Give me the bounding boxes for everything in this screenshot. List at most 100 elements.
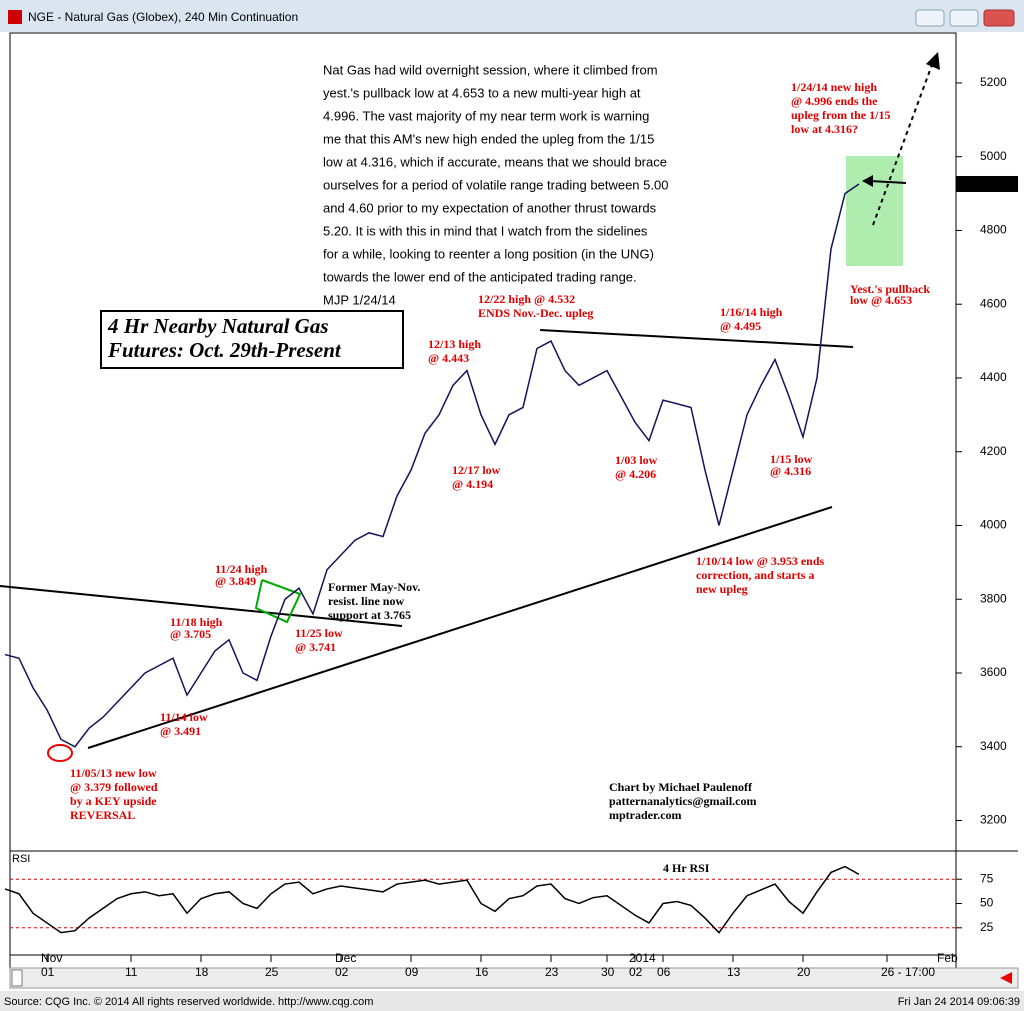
y-tick-label: 4200 [980,444,1007,458]
x-tick-label: 16 [475,965,489,979]
title-bar [0,0,1024,32]
footer-source: Source: CQG Inc. © 2014 All rights reser… [4,996,373,1008]
annotation: Nat Gas had wild overnight session, wher… [323,62,658,77]
window-title: NGE - Natural Gas (Globex), 240 Min Cont… [28,10,298,24]
annotation: 1/15 low [770,452,813,466]
annotation: 4.996. The vast majority of my near term… [323,108,649,123]
month-label: Feb [937,951,958,965]
close-button[interactable] [983,9,1015,27]
annotation: towards the lower end of the anticipated… [323,269,637,284]
last-price-label: 4926 [980,176,1007,190]
annotation: upleg from the 1/15 [791,108,890,122]
scroll-thumb[interactable] [11,969,23,987]
plot-frame [9,32,957,969]
annotation: 1/03 low [615,453,658,467]
annotation: @ 4.495 [720,319,761,333]
y-tick-label: 3200 [980,813,1007,827]
annotation: Chart by Michael Paulenoff [609,780,753,794]
annotation: 12/22 high @ 4.532 [478,292,575,306]
x-tick-label: 26 - 17:00 [881,965,935,979]
y-tick-label: 3400 [980,739,1007,753]
annotation: me that this AM's new high ended the upl… [323,131,654,146]
annotation: @ 4.194 [452,477,493,491]
annotation: ourselves for a period of volatile range… [323,177,668,192]
y-tick-label: 4800 [980,223,1007,237]
x-tick-label: 30 [601,965,615,979]
annotation: 11/18 high [170,615,223,629]
series-line [4,183,860,748]
series-line [4,865,860,934]
annotation: 12/17 low [452,463,501,477]
y-tick-label: 4600 [980,296,1007,310]
month-label: Dec [335,951,356,965]
y-tick-label: 75 [980,871,994,885]
x-tick-label: 09 [405,965,419,979]
footer-bar [0,991,1024,1011]
annotation: 11/25 low [295,626,343,640]
pointer-arrow [869,180,907,184]
annotation: low @ 4.653 [850,293,912,307]
annotation: REVERSAL [70,808,135,822]
chart-title: 4 Hr Nearby Natural Gas [107,314,329,338]
support-trendline [87,506,833,749]
x-tick-label: 23 [545,965,559,979]
scroll-arrow[interactable] [1000,972,1012,984]
last-price-box [956,175,1018,192]
annotation: @ 4.206 [615,467,656,481]
annotation: @ 3.705 [170,627,211,641]
y-tick-label: 50 [980,896,994,910]
app-icon [8,10,22,24]
scrollbar[interactable] [9,967,1019,989]
y-tick-label: 25 [980,920,994,934]
x-tick-label: 02 [335,965,349,979]
annotation: 12/13 high [428,337,481,351]
y-tick-label: 4400 [980,370,1007,384]
month-label: Nov [41,951,62,965]
annotation: @ 4.316 [770,464,811,478]
annotation: 11/14 low [160,710,208,724]
annotation: 1/24/14 new high [791,80,877,94]
annotation: @ 3.491 [160,724,201,738]
x-tick-label: 11 [125,965,138,979]
x-tick-label: 18 [195,965,209,979]
x-tick-label: 20 [797,965,811,979]
annotation: 11/24 high [215,562,268,576]
annotation: ENDS Nov.-Dec. upleg [478,306,593,320]
x-tick-label: 02 [629,965,643,979]
annotation: @ 3.741 [295,640,336,654]
x-tick-label: 13 [727,965,741,979]
annotation: yest.'s pullback low at 4.653 to a new m… [323,85,641,100]
x-tick-label: 06 [657,965,671,979]
annotation: 5.20. It is with this in mind that I wat… [323,223,648,238]
upper-trendline [539,329,854,348]
annotation: 1/16/14 high [720,305,783,319]
annotation: low at 4.316? [791,122,858,136]
low-circle [47,744,73,762]
annotation: resist. line now [328,594,404,608]
annotation: @ 3.849 [215,574,256,588]
annotation: for a while, looking to reenter a long p… [323,246,654,261]
annotation: MJP 1/24/14 [323,292,396,307]
y-tick-label: 4000 [980,518,1007,532]
y-tick-label: 5200 [980,75,1007,89]
annotation: patternanalytics@gmail.com [609,794,756,808]
maximize-button[interactable] [949,9,979,27]
annotation: mptrader.com [609,808,682,822]
annotation: Former May-Nov. [328,580,420,594]
minimize-button[interactable] [915,9,945,27]
footer-timestamp: Fri Jan 24 2014 09:06:39 [898,996,1020,1008]
annotation: low at 4.316, which if accurate, means t… [323,154,667,169]
title-box [100,310,404,369]
arrow-head [862,175,873,187]
annotation: and 4.60 prior to my expectation of anot… [323,200,657,215]
flag-pattern [254,579,302,624]
projection-arrow [872,61,934,226]
annotation: @ 4.443 [428,351,469,365]
month-label: 2014 [629,951,656,965]
resistance-line [0,585,403,627]
annotation: support at 3.765 [328,608,411,622]
x-tick-label: 25 [265,965,279,979]
target-zone [846,156,903,266]
